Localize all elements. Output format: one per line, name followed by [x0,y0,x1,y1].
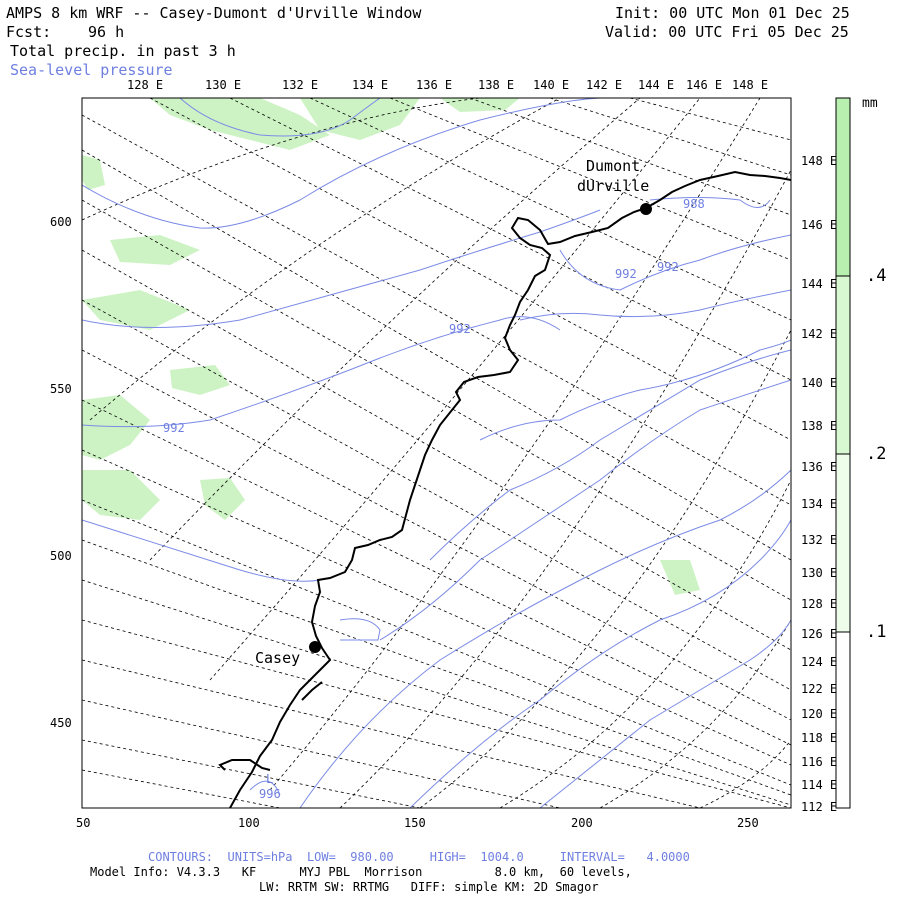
right-lon-label: 118 E [801,731,838,745]
y-axis-label: 600 [50,215,72,229]
y-axis-label: 550 [50,382,72,396]
right-lon-label: 138 E [801,419,838,433]
contour-label: 992 [163,421,185,435]
colorbar-band-0 [835,631,851,809]
field-name: Total precip. in past 3 h [10,42,236,60]
top-lon-label: 130 E [205,78,242,92]
top-lon-label: 128 E [127,78,164,92]
top-lon-label: 138 E [478,78,515,92]
top-lon-label: 134 E [352,78,389,92]
contour-label: 992 [449,322,471,336]
map-frame [81,97,792,809]
colorbar-band-01 [835,453,851,633]
right-lon-label: 122 E [801,682,838,696]
place-label-dumont: Dumont [586,157,641,175]
x-axis-label: 50 [76,816,91,830]
x-axis-label: 150 [404,816,426,830]
right-lon-label: 146 E [801,218,838,232]
init-time: Init: 00 UTC Mon 01 Dec 25 [615,4,850,22]
colorbar-band-04 [835,97,851,277]
contours-info: CONTOURS: UNITS=hPa LOW= 980.00 HIGH= 10… [148,850,690,864]
valid-time: Valid: 00 UTC Fri 05 Dec 25 [605,23,849,41]
right-lon-label: 136 E [801,460,838,474]
right-lon-label: 134 E [801,497,838,511]
contour-label: 988 [683,197,705,211]
x-axis-label: 200 [571,816,593,830]
coastline [218,170,791,808]
top-lon-label: 148 E [732,78,769,92]
contour-label: 992 [615,267,637,281]
station-dumont-durville [640,203,652,215]
right-lon-label: 124 E [801,655,838,669]
x-axis-label: 250 [737,816,759,830]
right-lon-label: 130 E [801,566,838,580]
slp-contours [82,98,791,808]
right-lon-label: 114 E [801,778,838,792]
top-lon-label: 142 E [586,78,623,92]
overlay-name: Sea-level pressure [10,61,173,79]
right-lon-label: 116 E [801,755,838,769]
colorbar-units: mm [862,96,878,111]
right-lon-label: 144 E [801,277,838,291]
contour-label: 992 [657,260,679,274]
y-axis-label: 450 [50,716,72,730]
right-lon-label: 132 E [801,533,838,547]
station-casey [309,641,321,653]
top-lon-label: 146 E [686,78,723,92]
right-lon-label: 120 E [801,707,838,721]
colorbar-level-01: .1 [866,622,887,642]
graticule [82,98,791,808]
place-label-casey: Casey [255,649,301,667]
forecast-hour: 96 h [88,23,125,41]
top-lon-label: 140 E [533,78,570,92]
top-lon-label: 136 E [416,78,453,92]
y-axis-label: 500 [50,549,72,563]
right-lon-label: 112 E [801,800,838,814]
colorbar-level-04: .4 [866,266,887,286]
model-info: Model Info: V4.3.3 KF MYJ PBL Morrison 8… [90,865,632,879]
right-lon-label: 148 E [801,154,838,168]
right-lon-label: 140 E [801,376,838,390]
right-lon-label: 128 E [801,597,838,611]
low-pressure-marker: L [266,772,274,786]
colorbar-band-02 [835,275,851,455]
physics-info: LW: RRTM SW: RRTMG DIFF: simple KM: 2D S… [259,880,599,894]
top-lon-label: 144 E [638,78,675,92]
right-lon-label: 126 E [801,627,838,641]
map-title: AMPS 8 km WRF -- Casey-Dumont d'Urville … [6,4,422,22]
contour-label: 996 [259,787,281,801]
right-lon-label: 142 E [801,327,838,341]
x-axis-label: 100 [238,816,260,830]
forecast-label: Fcst: [6,23,52,41]
place-label-durville: dUrville [577,177,650,195]
top-lon-label: 132 E [282,78,319,92]
colorbar-level-02: .2 [866,444,887,464]
